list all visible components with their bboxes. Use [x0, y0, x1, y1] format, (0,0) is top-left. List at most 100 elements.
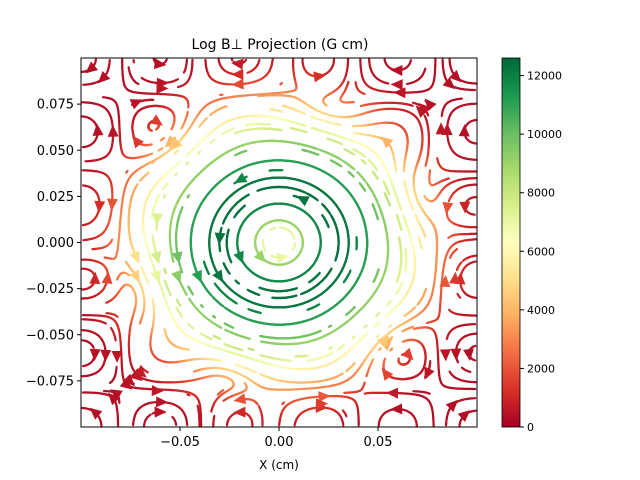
streamline-arrow	[214, 232, 226, 245]
streamline-segment	[376, 334, 380, 339]
streamline-segment	[230, 325, 235, 329]
streamline-segment	[170, 125, 174, 130]
streamline-arrow	[150, 251, 162, 265]
streamline-segment	[257, 188, 263, 192]
streamline-segment	[257, 311, 262, 314]
streamline-arrow	[156, 77, 169, 89]
streamline-arrow	[122, 373, 135, 387]
streamline-segment	[371, 170, 376, 175]
streamline-arrow	[119, 377, 133, 390]
streamline-segment	[114, 314, 119, 318]
streamline-segment	[329, 213, 333, 218]
streamline-segment	[151, 160, 156, 164]
streamline-segment	[194, 269, 198, 274]
streamline-segment	[257, 404, 261, 410]
streamline-segment	[208, 336, 213, 341]
streamline-segment	[360, 158, 365, 163]
streamline-segment	[233, 301, 238, 305]
streamline-segment	[252, 370, 257, 374]
streamline-arrow	[92, 123, 104, 136]
streamline-arrow	[212, 269, 224, 283]
streamline-segment	[348, 269, 352, 274]
streamline-segment	[227, 270, 231, 275]
streamline-arrow	[231, 78, 244, 90]
streamline-segment	[185, 161, 190, 166]
streamline-segment	[351, 335, 356, 340]
streamline-segment	[347, 170, 352, 175]
streamline-arrow	[132, 135, 144, 149]
streamline-arrow	[107, 124, 119, 137]
streamline-segment	[164, 269, 167, 274]
streamline-segment	[180, 269, 184, 274]
streamline-segment	[159, 137, 164, 142]
streamline-segment	[174, 78, 179, 82]
streamline-segment	[108, 380, 113, 384]
streamline-segment	[256, 250, 260, 255]
streamline-segment	[326, 137, 331, 141]
streamline-segment	[197, 150, 202, 155]
streamline-segment	[162, 186, 166, 191]
streamline-arrow	[85, 61, 99, 74]
streamline-segment	[414, 214, 418, 219]
streamline-segment	[234, 153, 239, 157]
streamline-segment	[306, 192, 311, 196]
streamline-segment	[387, 300, 392, 305]
streamline-arrow	[191, 269, 202, 283]
streamline-segment	[238, 348, 244, 352]
streamline-arrow	[253, 249, 266, 263]
streamline-segment	[179, 313, 184, 318]
streamline-segment	[330, 159, 335, 163]
streamline-segment	[168, 291, 172, 297]
streamline-segment	[186, 393, 191, 397]
streamline-segment	[198, 123, 202, 128]
streamline-segment	[383, 192, 387, 197]
streamline-segment	[328, 351, 334, 356]
streamline-arrow	[149, 114, 163, 126]
streamline-segment	[352, 362, 356, 366]
streamline-segment	[222, 398, 227, 402]
streamline-segment	[352, 306, 356, 310]
streamline-segment	[155, 126, 159, 131]
streamline-segment	[218, 325, 223, 329]
streamline-segment	[423, 289, 427, 294]
streamline-segment	[376, 321, 381, 325]
streamline-arrow	[129, 369, 143, 382]
streamline-segment	[186, 194, 190, 199]
streamline-segment	[174, 172, 178, 177]
streamline-segment	[364, 332, 369, 336]
streamline-segment	[400, 281, 404, 286]
streamline-arrow	[129, 269, 140, 283]
streamline-segment	[172, 210, 175, 215]
streamline-arrow	[89, 271, 101, 285]
streamline-segment	[376, 268, 380, 273]
streamline-segment	[301, 148, 306, 152]
streamline-arrow	[233, 250, 244, 264]
streamline-arrow	[164, 135, 178, 148]
streamlines-layer	[81, 58, 477, 427]
streamline-segment	[190, 325, 195, 330]
streamline-segment	[367, 158, 372, 163]
streamline-segment	[81, 364, 87, 368]
streamline-segment	[402, 214, 406, 219]
streamline-segment	[174, 421, 178, 426]
streamline-segment	[144, 370, 149, 374]
streamline-segment	[184, 291, 188, 296]
streamline-segment	[220, 303, 225, 308]
streamline-segment	[412, 306, 417, 310]
streamline-arrow	[154, 406, 167, 418]
streamline-arrow	[171, 270, 182, 284]
streamline-segment	[311, 126, 316, 130]
streamline-segment	[221, 220, 225, 225]
streamline-segment	[139, 177, 143, 182]
streamline-arrow	[107, 392, 121, 406]
streamline-segment	[212, 314, 216, 319]
streamline-segment	[162, 292, 166, 297]
streamline-arrow	[100, 349, 112, 362]
streamline-segment	[388, 324, 393, 328]
streamline-arrow	[152, 212, 164, 226]
streamline-segment	[210, 408, 213, 413]
streamline-segment	[342, 159, 347, 164]
streamline-segment	[317, 329, 322, 333]
streamline-segment	[138, 320, 142, 325]
